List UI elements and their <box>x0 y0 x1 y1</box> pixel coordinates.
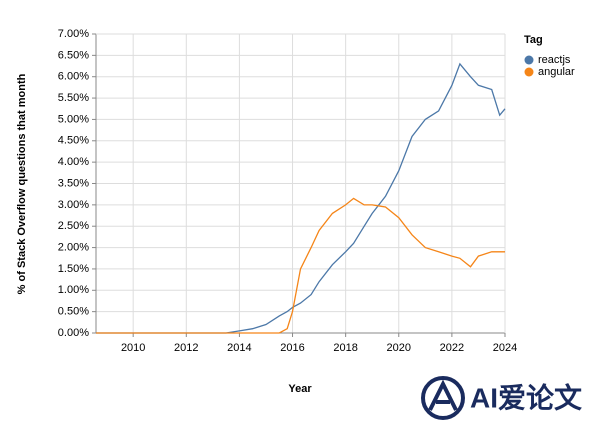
y-tick-label: 4.50% <box>58 135 89 147</box>
x-tick-label: 2024 <box>493 342 517 354</box>
y-tick-label: 7.00% <box>58 28 89 40</box>
y-tick-label: 5.50% <box>58 92 89 104</box>
y-tick-label: 0.00% <box>58 327 89 339</box>
y-tick-label: 6.50% <box>58 49 89 61</box>
legend-title: Tag <box>524 34 543 46</box>
x-tick-label: 2010 <box>121 342 145 354</box>
legend-swatch <box>524 55 534 65</box>
line <box>96 197 505 334</box>
x-tick-label: 2016 <box>280 342 304 354</box>
x-tick-label: 2014 <box>227 342 251 354</box>
y-tick-label: 3.50% <box>58 177 89 189</box>
legend-label: reactjs <box>538 54 571 66</box>
y-tick-label: 4.00% <box>58 156 89 168</box>
y-tick-label: 1.50% <box>58 263 89 275</box>
line <box>96 62 506 334</box>
y-tick-label: 5.00% <box>58 113 89 125</box>
y-tick-label: 2.50% <box>58 220 89 232</box>
x-axis-title: Year <box>288 383 312 395</box>
x-tick-label: 2018 <box>333 342 357 354</box>
y-tick-label: 1.00% <box>58 284 89 296</box>
y-axis-title: % of Stack Overflow questions that month <box>16 73 28 294</box>
watermark: AI爱论文 <box>470 381 582 413</box>
x-tick-label: 2012 <box>174 342 198 354</box>
y-tick-label: 0.50% <box>58 306 89 318</box>
x-tick-label: 2020 <box>387 342 411 354</box>
y-tick-label: 2.00% <box>58 241 89 253</box>
x-tick-label: 2022 <box>440 342 464 354</box>
y-tick-label: 6.00% <box>58 71 89 83</box>
legend-label: angular <box>538 66 575 78</box>
grid <box>96 33 506 334</box>
legend-swatch <box>524 67 534 77</box>
y-tick-label: 3.00% <box>58 199 89 211</box>
watermark-logo <box>421 376 465 420</box>
